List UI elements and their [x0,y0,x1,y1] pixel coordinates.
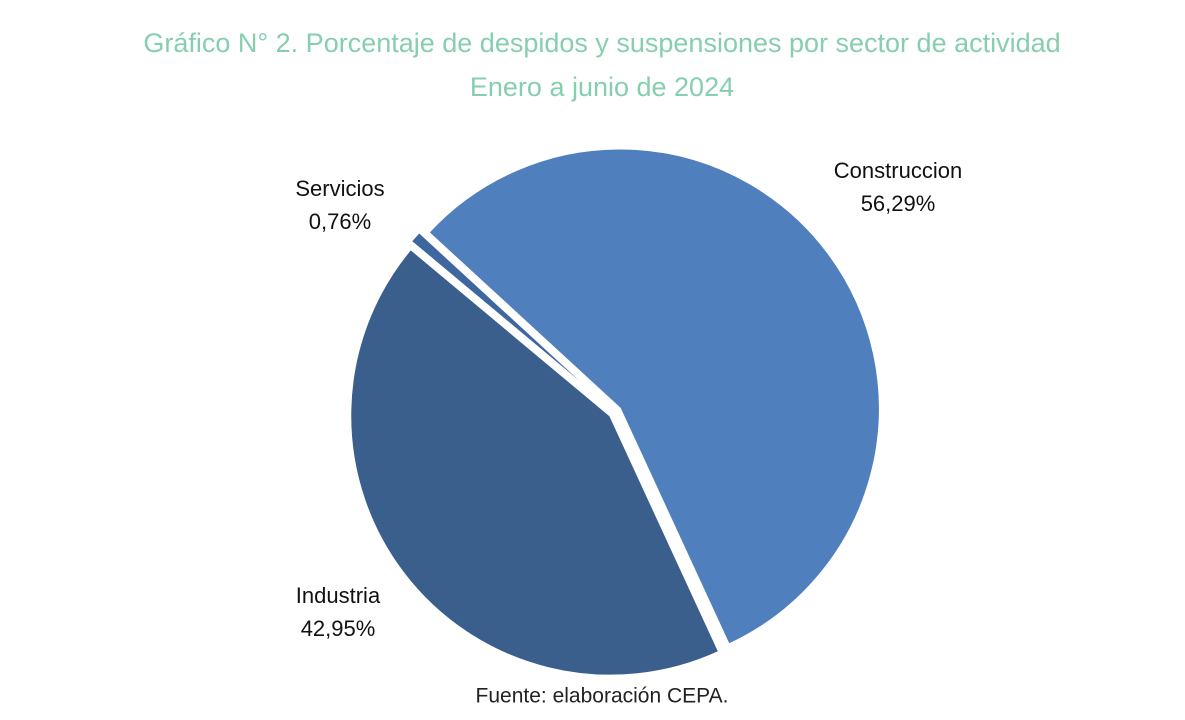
slice-label: Servicios [295,176,384,201]
slice-value-label: 42,95% [301,616,376,641]
slice-value-label: 56,29% [861,191,936,216]
source-note: Fuente: elaboración CEPA. [476,685,729,708]
chart-subtitle: Enero a junio de 2024 [470,72,734,102]
pie-slice [409,230,612,409]
slice-label: Construccion [834,158,962,183]
pie-slice [349,247,721,677]
chart-title: Gráfico N° 2. Porcentaje de despidos y s… [143,28,1060,58]
pie-slice [427,147,881,646]
pie [349,147,881,677]
slice-label: Industria [296,583,381,608]
slice-value-label: 0,76% [309,209,371,234]
